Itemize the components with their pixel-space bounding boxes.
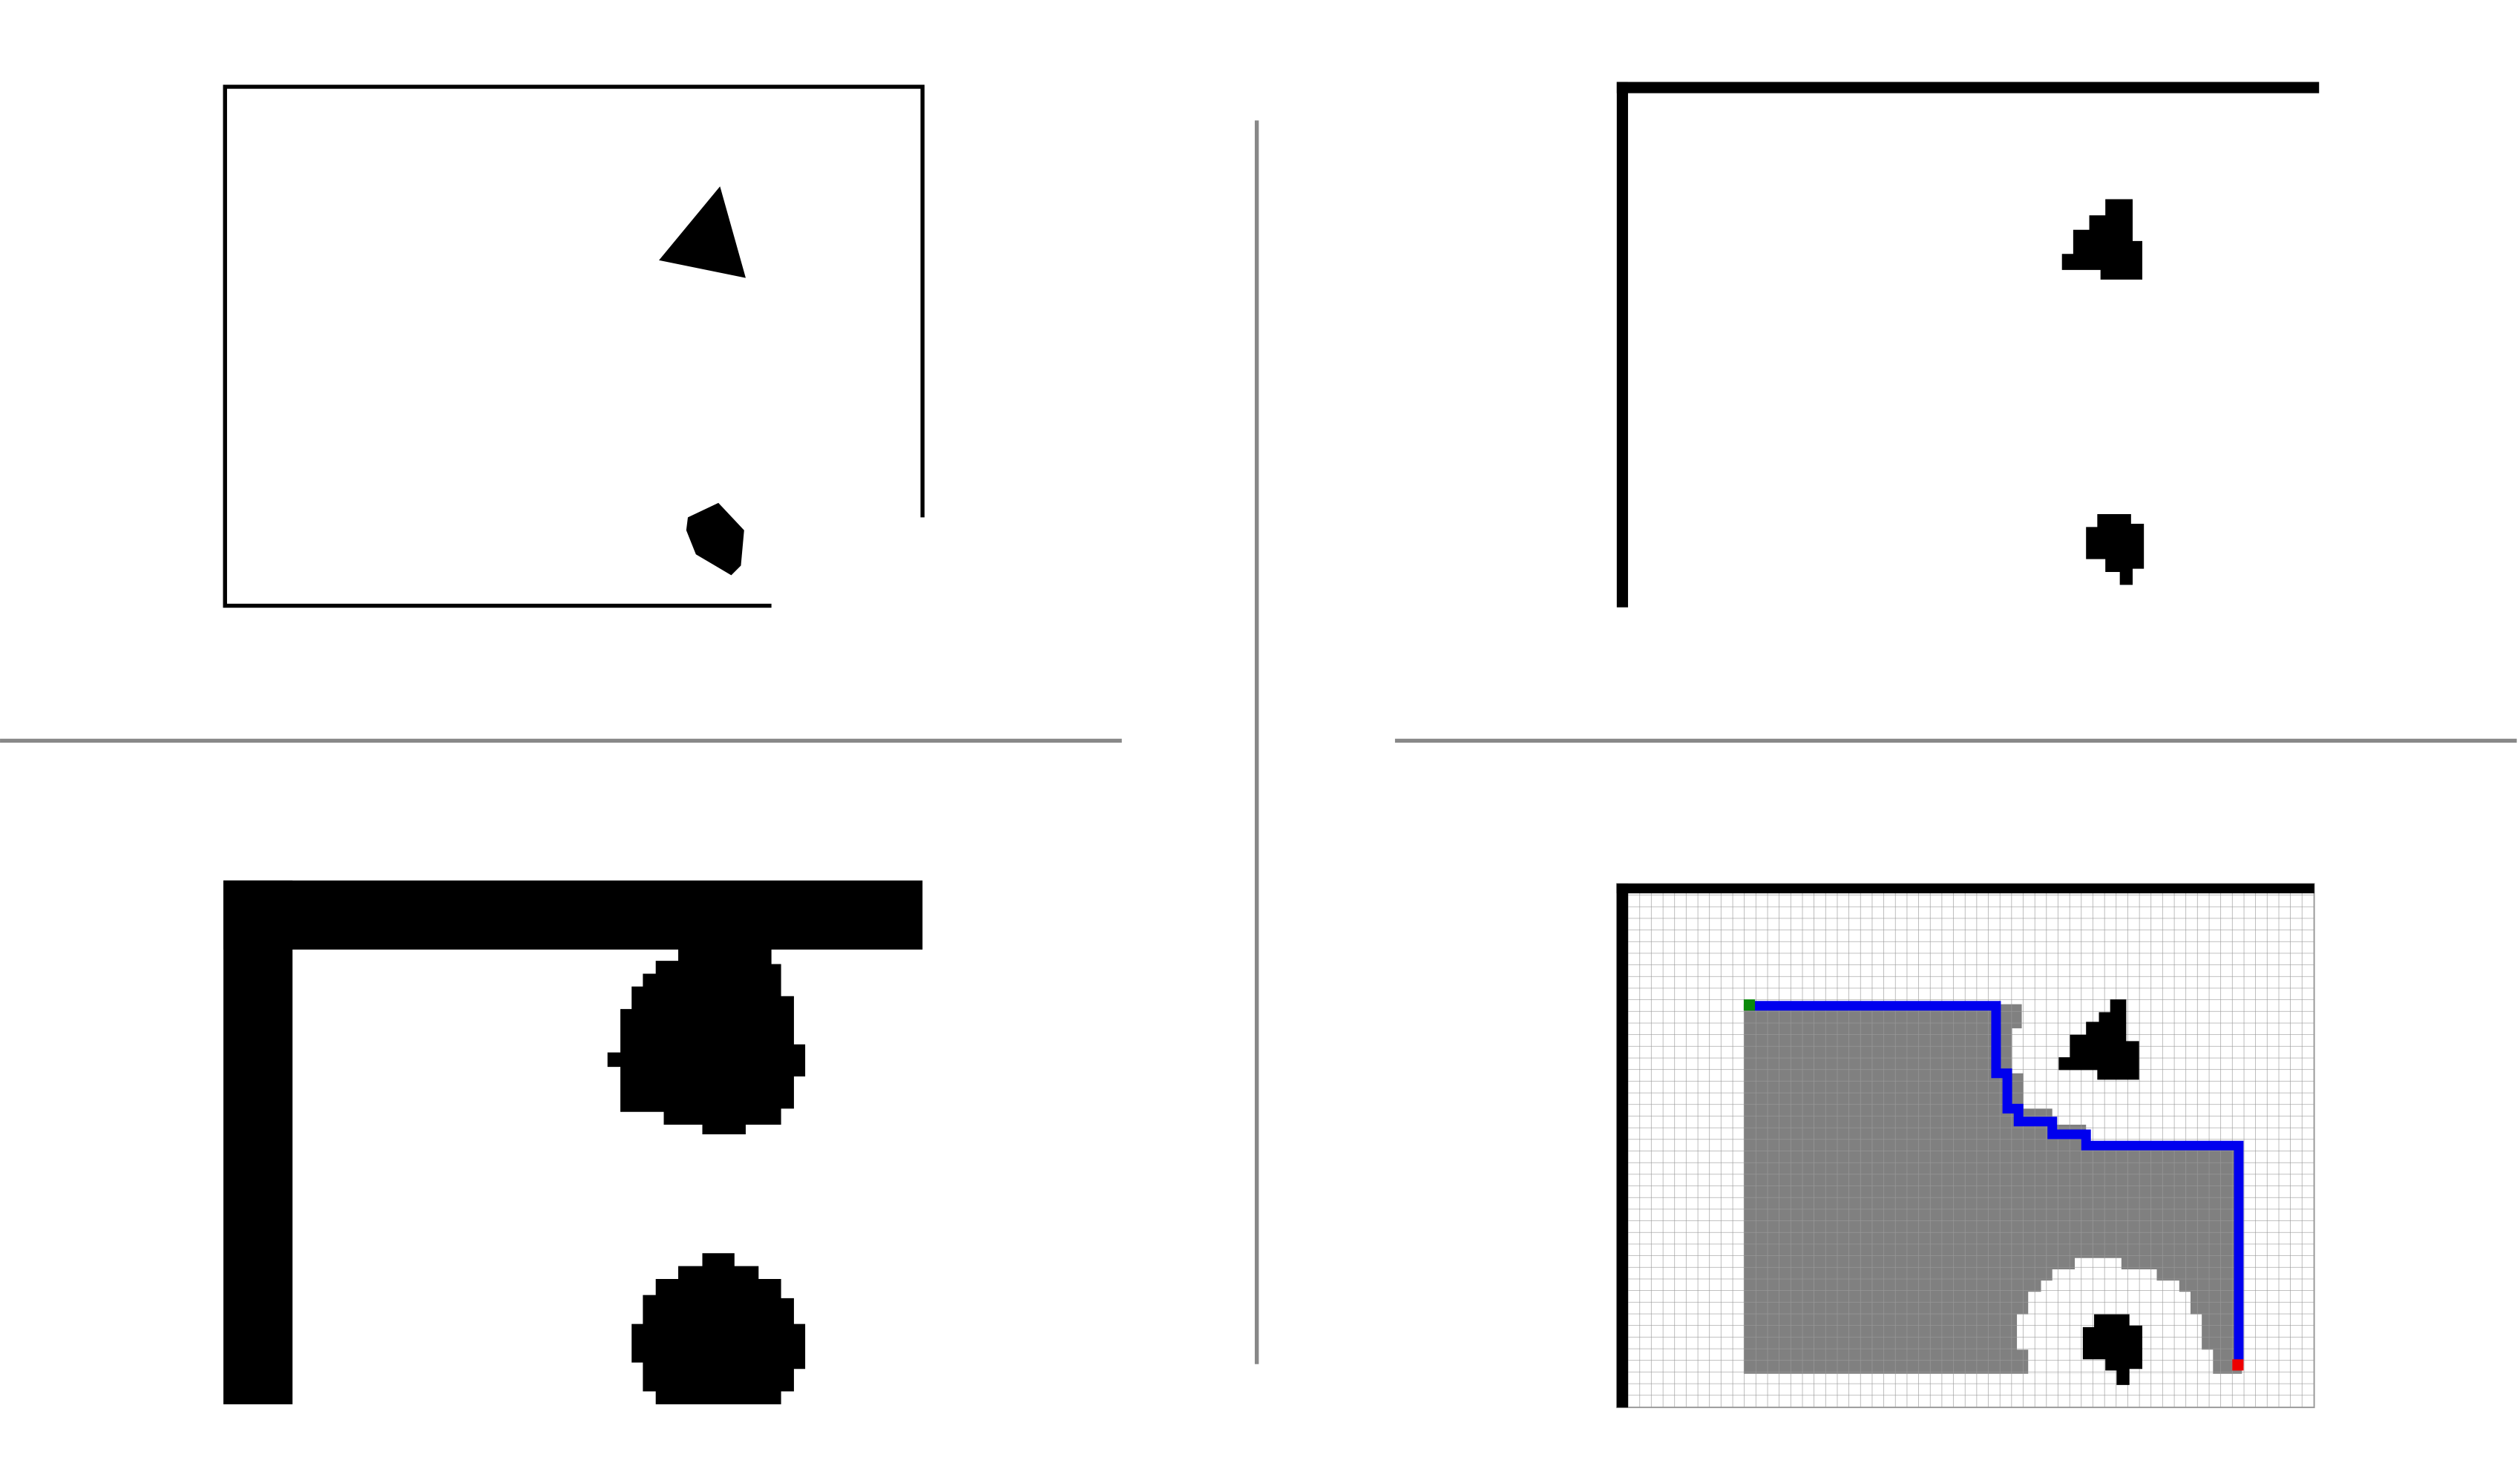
boundary: [223, 85, 925, 608]
dividers: [0, 120, 2517, 1364]
obstacle: [2082, 1314, 2143, 1385]
wall: [223, 880, 923, 950]
obstacle: [686, 502, 744, 576]
grid-map: [1615, 883, 2315, 1409]
start: [1743, 999, 1756, 1011]
wall: [1616, 82, 1628, 608]
obstacle: [2086, 514, 2145, 585]
pixel-map: [1616, 82, 2320, 608]
obstacle: [631, 1253, 806, 1404]
obstacle: [659, 186, 746, 278]
wall: [223, 880, 293, 1404]
inflated-map: [223, 880, 923, 1404]
obstacle: [607, 947, 806, 1135]
wall: [1616, 884, 1628, 1408]
raw-map: [223, 85, 933, 614]
wall: [1616, 82, 2320, 93]
goal: [2232, 1359, 2244, 1371]
obstacle: [2061, 199, 2143, 280]
path: [1750, 1001, 2244, 1366]
obstacle: [2058, 999, 2139, 1080]
wall: [1616, 884, 2314, 894]
gap: [771, 517, 933, 614]
